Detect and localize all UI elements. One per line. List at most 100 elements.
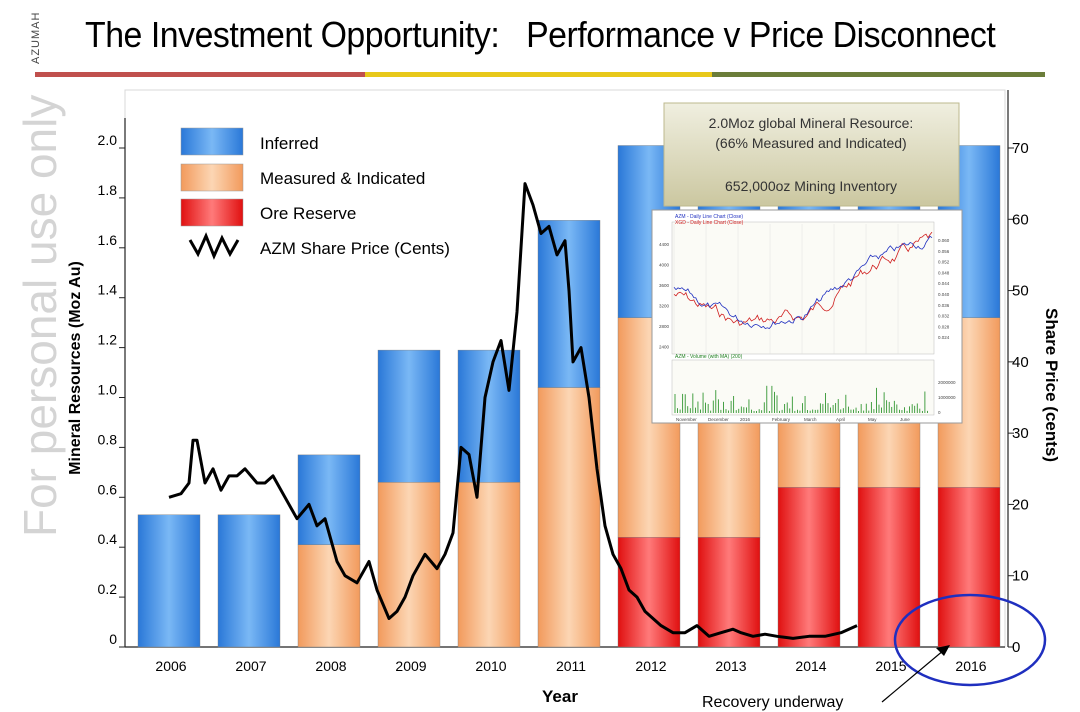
y-tick-label: 0 (109, 631, 117, 647)
inset-right-tick: 0.052 (938, 260, 950, 265)
x-tick-label: 2010 (475, 658, 506, 674)
y-tick-label: 0.4 (98, 531, 118, 547)
y-tick-label: 0.6 (98, 481, 118, 497)
inset-left-tick: 3200 (659, 304, 670, 309)
inset-month-label: May (868, 417, 877, 422)
legend-label-ore-reserve: Ore Reserve (260, 204, 356, 223)
callout-line-2: (66% Measured and Indicated) (715, 135, 906, 151)
x-axis-label: Year (542, 687, 578, 706)
y2-tick-label: 30 (1012, 425, 1029, 442)
inset-chart: AZM - Daily Line Chart (Close) XGD - Dai… (651, 209, 963, 424)
y-tick-label: 1.6 (98, 232, 118, 248)
y2-tick-label: 0 (1012, 639, 1020, 656)
page-title: The Investment Opportunity: Performance … (85, 14, 996, 55)
inset-right-tick: 0.032 (938, 314, 950, 319)
inset-month-label: April (836, 417, 845, 422)
inset-left-tick: 4400 (659, 242, 670, 247)
bar-ore-reserve-2012 (617, 537, 681, 648)
legend-label-inferred: Inferred (260, 134, 319, 153)
bar-inferred-2006 (137, 514, 201, 648)
legend-swatch-measured-indicated (180, 163, 244, 192)
divider-segment-yellow (365, 72, 712, 77)
inset-volume-label: AZM - Volume (with MA) (200) (675, 354, 743, 360)
legend: Inferred Measured & Indicated Ore Reserv… (180, 127, 450, 260)
x-tick-label: 2009 (395, 658, 426, 674)
bar-ore-reserve-2015 (857, 487, 921, 648)
x-tick-label: 2007 (235, 658, 266, 674)
inset-month-label: November (676, 417, 697, 422)
divider-segment-green (712, 72, 1045, 77)
bar-inferred-2009 (377, 349, 441, 483)
legend-line-share-price (188, 232, 240, 260)
inset-month-label: 2016 (740, 417, 751, 422)
bar-inferred-2011 (537, 220, 601, 388)
annotation-text: Recovery underway (702, 694, 843, 711)
bar-measured-indicated-2009 (377, 482, 441, 648)
x-tick-label: 2006 (155, 658, 186, 674)
share-price-line (168, 182, 858, 640)
inset-month-label: February (772, 417, 791, 422)
y-tick-label: 1.2 (98, 332, 118, 348)
y2-tick-label: 40 (1012, 354, 1029, 371)
y2-tick-label: 10 (1012, 568, 1029, 585)
inset-volume-ticks: 2000000 1000000 0 (938, 380, 956, 415)
annotation-arrow (881, 649, 945, 703)
inset-right-tick: 0.028 (938, 324, 950, 329)
x-tick-label: 2015 (875, 658, 906, 674)
y-axis-label: Mineral Resources (Moz Au) (67, 261, 84, 475)
y-tick-label: 0.2 (98, 581, 118, 597)
inset-left-tick: 2800 (659, 324, 670, 329)
x-tick-label: 2012 (635, 658, 666, 674)
bar-inferred-2007 (217, 514, 281, 648)
legend-swatch-inferred (180, 127, 244, 156)
inset-right-tick: 0.060 (938, 238, 950, 243)
recovery-ellipse (893, 593, 1047, 687)
y-tick-label: 2.0 (98, 132, 118, 148)
title-divider (35, 72, 1045, 77)
inset-legend-xgd: XGD - Daily Line Chart (Close) (675, 220, 744, 226)
x-tick-label: 2014 (795, 658, 826, 674)
inset-left-tick: 3600 (659, 283, 670, 288)
y-axis-ticks: 0 0.2 0.4 0.6 0.8 1.0 1.2 1.4 1.6 1.8 2.0 (98, 132, 125, 648)
inset-month-label: December (708, 417, 729, 422)
legend-label-measured-indicated: Measured & Indicated (260, 169, 425, 188)
callout-box: 2.0Moz global Mineral Resource: (66% Mea… (663, 102, 960, 207)
y2-tick-label: 20 (1012, 496, 1029, 513)
bar-measured-indicated-2011 (537, 387, 601, 648)
callout-line-1: 2.0Moz global Mineral Resource: (709, 115, 914, 131)
inset-month-label: June (900, 417, 910, 422)
inset-volume-bars (674, 385, 928, 413)
y-tick-label: 0.8 (98, 431, 118, 447)
y-tick-label: 1.0 (98, 382, 118, 398)
divider-segment-red (35, 72, 365, 77)
inset-left-ticks: 4400 4000 3600 3200 2800 2400 (659, 242, 670, 350)
inset-right-tick: 0.024 (938, 335, 950, 340)
x-tick-label: 2013 (715, 658, 746, 674)
inset-volume-tick: 0 (938, 410, 941, 415)
bar-measured-indicated-2008 (297, 544, 361, 648)
inset-azm-line (673, 235, 933, 329)
legend-label-share-price: AZM Share Price (Cents) (260, 239, 450, 258)
inset-right-tick: 0.044 (938, 281, 950, 286)
x-axis-ticks: 2006 2007 2008 2009 2010 2011 2012 2013 2014 2015… (155, 658, 986, 674)
callout-line-3: 652,000oz Mining Inventory (725, 178, 897, 194)
inset-right-tick: 0.040 (938, 292, 950, 297)
y2-axis-ticks: 0 10 20 30 40 50 60 70 (1008, 140, 1029, 656)
y2-tick-label: 70 (1012, 140, 1029, 157)
x-tick-label: 2016 (955, 658, 986, 674)
bar-ore-reserve-2014 (777, 487, 841, 648)
x-tick-label: 2008 (315, 658, 346, 674)
inset-volume-tick: 2000000 (938, 380, 956, 385)
y-tick-label: 1.8 (98, 182, 118, 198)
y2-tick-label: 60 (1012, 211, 1029, 228)
inset-right-tick: 0.036 (938, 303, 950, 308)
inset-month-label: March (804, 417, 817, 422)
inset-volume-tick: 1000000 (938, 395, 956, 400)
arrowhead-icon (936, 645, 950, 656)
y2-tick-label: 50 (1012, 283, 1029, 300)
bar-measured-indicated-2010 (457, 482, 521, 648)
inset-left-tick: 2400 (659, 345, 670, 350)
legend-swatch-ore-reserve (180, 198, 244, 227)
